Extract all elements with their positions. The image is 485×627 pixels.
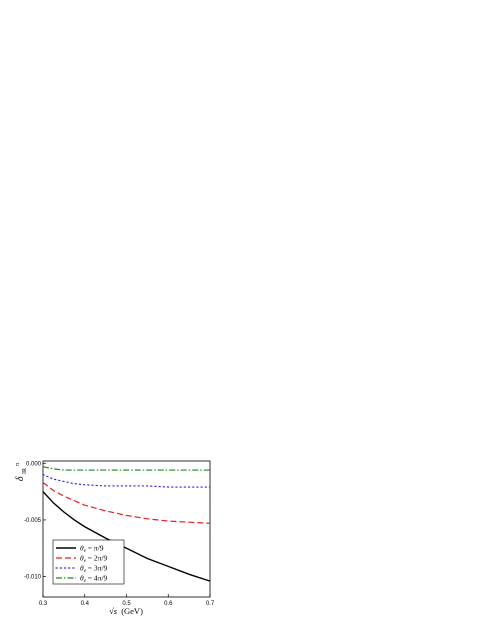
tick-group: 0.3 0.4 0.5 0.6 0.7 0.000 -0.005 -0.010 [24,461,215,607]
x-tick-label: 0.3 [39,601,48,607]
series-line-1 [42,491,211,582]
y-axis-label-sup: π [15,463,21,466]
legend-label-1: θe = π/9 [80,544,104,555]
x-tick-label: 0.5 [122,601,131,607]
y-tick-label: -0.010 [24,575,42,581]
series-line-3 [42,474,211,488]
y-axis-label-sub: IR [22,468,28,474]
x-axis-label: √s (GeV) [109,606,143,616]
legend-label-3: θe = 3π/9 [80,564,108,575]
legend-label-2: θe = 2π/9 [80,554,108,565]
x-tick-label: 0.7 [206,601,215,607]
x-tick-label: 0.4 [81,601,90,607]
y-axis-label: δ IR [15,468,28,481]
series-line-2 [42,482,211,524]
legend-label-4: θe = 4π/9 [80,574,108,585]
x-tick-label: 0.6 [164,601,173,607]
y-axis-label-main: δ [15,476,26,481]
x-axis-label-unit: (GeV) [121,606,143,616]
legend: θe = π/9θe = 2π/9θe = 3π/9θe = 4π/9 [52,539,125,585]
y-tick-label: 0.000 [26,461,42,467]
series-line-4 [42,466,210,471]
series-group [42,466,211,582]
y-tick-label: -0.005 [24,518,42,524]
x-axis-label-symbol: √s [109,606,118,616]
svg-text:δ IR: δ IR [15,468,28,481]
